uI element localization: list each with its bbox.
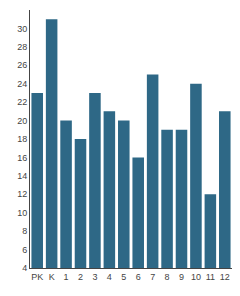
svg-text:6: 6 <box>22 245 27 255</box>
svg-text:9: 9 <box>179 272 184 282</box>
svg-text:10: 10 <box>17 208 27 218</box>
svg-text:8: 8 <box>22 226 27 236</box>
svg-text:6: 6 <box>136 272 141 282</box>
svg-text:4: 4 <box>22 263 27 273</box>
svg-text:24: 24 <box>17 79 27 89</box>
svg-text:16: 16 <box>17 153 27 163</box>
svg-text:4: 4 <box>107 272 112 282</box>
svg-text:7: 7 <box>150 272 155 282</box>
svg-text:20: 20 <box>17 116 27 126</box>
svg-text:8: 8 <box>165 272 170 282</box>
svg-text:PK: PK <box>31 272 43 282</box>
svg-text:5: 5 <box>121 272 126 282</box>
svg-text:26: 26 <box>17 60 27 70</box>
svg-text:1: 1 <box>64 272 69 282</box>
svg-text:10: 10 <box>191 272 201 282</box>
svg-text:2: 2 <box>78 272 83 282</box>
svg-text:18: 18 <box>17 134 27 144</box>
svg-text:28: 28 <box>17 42 27 52</box>
svg-text:30: 30 <box>17 24 27 34</box>
svg-text:12: 12 <box>220 272 230 282</box>
svg-text:11: 11 <box>206 272 215 282</box>
svg-text:12: 12 <box>17 189 27 199</box>
svg-text:14: 14 <box>17 171 27 181</box>
svg-text:22: 22 <box>17 97 27 107</box>
svg-text:K: K <box>49 272 55 282</box>
svg-text:3: 3 <box>92 272 97 282</box>
